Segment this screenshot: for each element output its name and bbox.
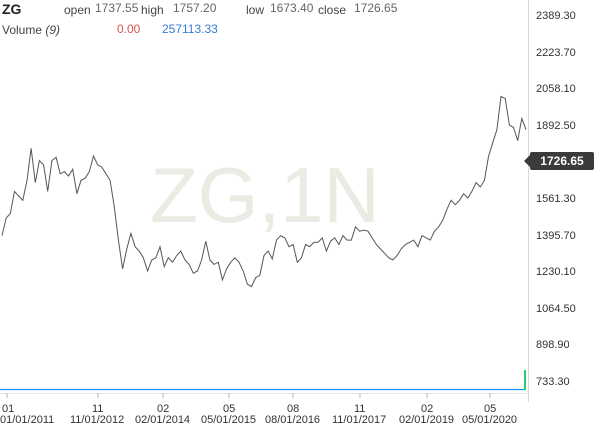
y-tick-label: 1395.70 — [536, 229, 576, 242]
volume-label: Volume (9) — [2, 23, 60, 37]
volume-period: (9) — [45, 23, 61, 37]
volume-value: 257113.33 — [162, 22, 218, 36]
y-tick-label: 2058.10 — [536, 83, 576, 96]
last-price-label: 1726.65 — [524, 152, 594, 170]
open-value: 1737.55 — [95, 1, 139, 15]
volume-label-text: Volume — [2, 23, 43, 37]
volume-last-bar — [524, 370, 526, 390]
x-tick-top-label: 05 — [223, 403, 236, 415]
y-tick-label: 1230.10 — [536, 266, 576, 279]
x-tick-top-label: 01 — [2, 403, 15, 415]
x-tick-date-label: 11/01/2012 — [70, 414, 125, 426]
y-tick-label: 898.90 — [536, 339, 570, 352]
open-label: open — [64, 3, 91, 17]
x-tick-date-label: 05/01/2015 — [201, 414, 257, 426]
y-tick-label: 2223.70 — [536, 46, 576, 59]
x-tick-top-label: 08 — [287, 403, 300, 415]
close-label: close — [318, 3, 347, 17]
x-tick-date-label: 02/01/2014 — [135, 414, 191, 426]
x-tick-date-label: 11/01/2017 — [332, 414, 387, 426]
y-tick-label: 1064.50 — [536, 302, 576, 315]
x-tick-marks — [6, 393, 491, 398]
y-tick-label: 1892.50 — [536, 119, 576, 132]
x-tick-top-label: 02 — [421, 403, 434, 415]
x-tick-top-label: 05 — [484, 403, 497, 415]
y-tick-label: 2389.30 — [536, 10, 576, 22]
x-tick-date-label: 01/01/2011 — [0, 414, 55, 426]
close-value: 1726.65 — [354, 1, 398, 15]
chart-watermark: ZG,1N — [150, 151, 380, 239]
symbol-label: ZG — [2, 1, 22, 17]
x-tick-top-label: 02 — [157, 403, 170, 415]
volume-change: 0.00 — [117, 22, 141, 36]
x-tick-date-label: 05/01/2020 — [462, 414, 518, 426]
high-value: 1757.20 — [173, 1, 217, 15]
y-tick-label: 1561.30 — [536, 193, 576, 205]
high-label: high — [141, 3, 164, 17]
price-series-line — [1, 95, 527, 288]
x-tick-date-label: 02/01/2019 — [399, 414, 455, 426]
x-tick-top-label: 11 — [92, 403, 104, 415]
x-tick-date-label: 08/01/2016 — [265, 414, 321, 426]
x-tick-top-label: 11 — [354, 403, 366, 415]
low-label: low — [246, 3, 265, 17]
low-value: 1673.40 — [270, 1, 314, 15]
y-tick-label: 733.30 — [536, 376, 570, 388]
